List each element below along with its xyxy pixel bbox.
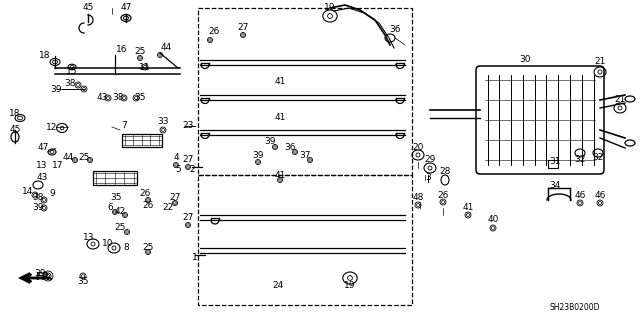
Text: 36: 36 [284,143,296,152]
Text: 12: 12 [46,122,58,131]
Text: 46: 46 [574,190,586,199]
Text: 41: 41 [462,204,474,212]
Text: 31: 31 [549,158,561,167]
Text: 39: 39 [32,203,44,211]
Text: 39: 39 [51,85,61,93]
Text: 41: 41 [275,78,285,86]
Text: 43: 43 [96,93,108,102]
Text: 37: 37 [300,151,311,160]
Text: 26: 26 [140,189,150,197]
Text: 21: 21 [595,57,605,66]
Bar [198,8,412,175]
Text: 40: 40 [487,216,499,225]
Text: 8: 8 [123,242,129,251]
Text: 9: 9 [49,189,55,197]
Text: 45: 45 [83,4,93,12]
Text: 45: 45 [10,125,20,135]
Bar [122,134,162,147]
Text: 5: 5 [175,166,181,174]
Text: 26: 26 [208,27,220,36]
Text: 3: 3 [425,174,431,182]
Text: 35: 35 [77,278,89,286]
Text: 21: 21 [614,95,626,105]
Text: 46: 46 [595,190,605,199]
Text: 20: 20 [412,144,424,152]
Text: 25: 25 [78,153,90,162]
Text: SH23B0200D: SH23B0200D [550,303,600,313]
Text: 25: 25 [142,242,154,251]
Text: 2: 2 [189,166,195,174]
Text: 27: 27 [170,194,180,203]
Text: 32: 32 [592,153,604,162]
Text: 6: 6 [107,204,113,212]
Text: 25: 25 [134,48,146,56]
Text: 38: 38 [112,93,124,102]
Text: 7: 7 [121,121,127,130]
Text: 19: 19 [324,4,336,12]
Text: 27: 27 [182,213,194,222]
Bar [198,175,412,305]
Text: 14: 14 [22,188,34,197]
Text: 47: 47 [37,144,49,152]
Text: 1: 1 [192,254,198,263]
Text: 29: 29 [424,155,436,165]
Text: 41: 41 [275,170,285,180]
Text: 16: 16 [116,44,128,54]
Text: 34: 34 [549,181,561,189]
Text: 18: 18 [39,51,51,61]
Text: 25: 25 [115,224,125,233]
Text: 38: 38 [32,194,44,203]
Text: 39: 39 [264,137,276,146]
Text: 4: 4 [173,153,179,162]
Text: 42: 42 [115,207,125,217]
Polygon shape [18,272,30,284]
Text: 18: 18 [9,108,20,117]
Text: 30: 30 [519,56,531,64]
Text: 38: 38 [64,78,76,87]
Text: 27: 27 [182,155,194,165]
Text: 19: 19 [344,280,356,290]
Text: 43: 43 [36,174,48,182]
Text: 35: 35 [110,194,122,203]
Bar [93,171,137,185]
Text: 13: 13 [36,160,48,169]
Text: 35: 35 [134,93,146,101]
Text: 47: 47 [120,4,132,12]
Text: 44: 44 [62,153,74,162]
Text: 24: 24 [273,280,284,290]
Text: 33: 33 [157,117,169,127]
Text: 41: 41 [275,114,285,122]
Text: 22: 22 [163,203,173,211]
Text: 23: 23 [182,122,194,130]
Text: 39: 39 [252,151,264,160]
Text: 36: 36 [389,26,401,34]
Text: 27: 27 [237,23,249,32]
Text: 44: 44 [161,42,172,51]
Text: 48: 48 [412,194,424,203]
Text: 15: 15 [67,68,77,77]
Bar [548,160,558,168]
Text: 10: 10 [102,239,114,248]
Text: 17: 17 [52,160,64,169]
Text: 32: 32 [574,155,586,165]
Text: 11: 11 [140,63,151,71]
Text: 28: 28 [439,167,451,176]
Text: 39: 39 [35,269,45,278]
Text: 26: 26 [142,201,154,210]
Text: FR.: FR. [35,272,53,282]
Text: 26: 26 [437,190,449,199]
Text: 13: 13 [83,234,95,242]
